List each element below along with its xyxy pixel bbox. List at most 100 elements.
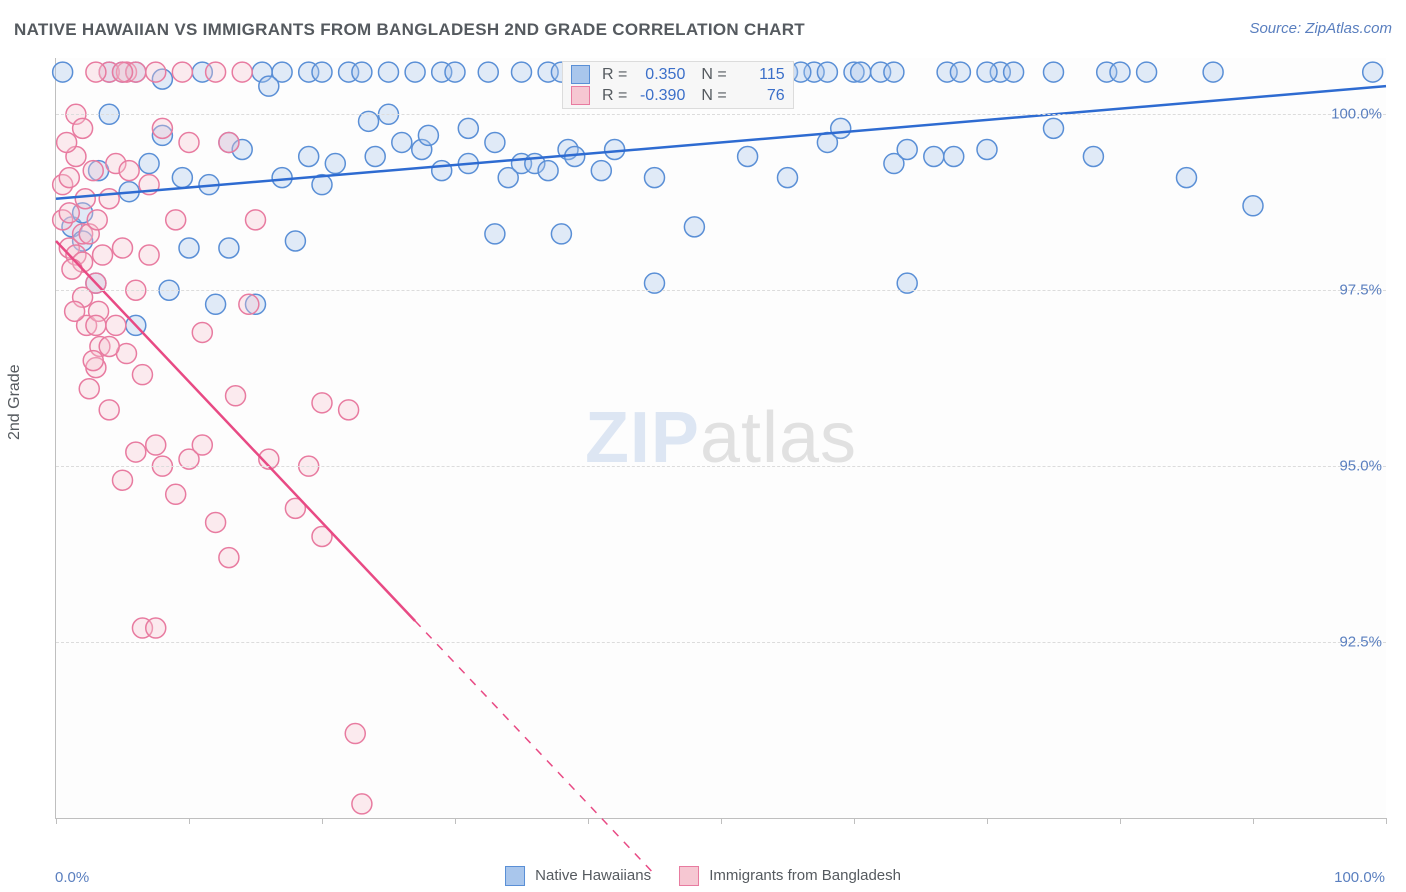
x-tick: [1253, 818, 1254, 824]
data-point: [139, 245, 159, 265]
x-tick: [721, 818, 722, 824]
data-point: [851, 62, 871, 82]
legend-item-series2: Immigrants from Bangladesh: [679, 866, 901, 886]
data-point: [246, 210, 266, 230]
data-point: [924, 147, 944, 167]
data-point: [299, 147, 319, 167]
data-point: [166, 484, 186, 504]
data-point: [106, 315, 126, 335]
data-point: [59, 203, 79, 223]
data-point: [166, 210, 186, 230]
legend-bottom: Native Hawaiians Immigrants from Banglad…: [505, 866, 901, 886]
data-point: [977, 62, 997, 82]
x-tick: [854, 818, 855, 824]
data-point: [113, 62, 133, 82]
data-point: [285, 231, 305, 251]
data-point: [192, 435, 212, 455]
data-point: [738, 147, 758, 167]
chart-plot-area: ZIPatlas R = 0.350 N = 115 R = -0.390 N …: [55, 58, 1386, 819]
data-point: [432, 161, 452, 181]
source-attribution: Source: ZipAtlas.com: [1249, 20, 1392, 37]
data-point: [57, 132, 77, 152]
x-tick: [1120, 818, 1121, 824]
x-tick: [588, 818, 589, 824]
data-point: [1243, 196, 1263, 216]
data-point: [418, 125, 438, 145]
data-point: [485, 132, 505, 152]
data-point: [152, 118, 172, 138]
data-point: [172, 62, 192, 82]
data-point: [113, 238, 133, 258]
data-point: [485, 224, 505, 244]
data-point: [645, 168, 665, 188]
data-point: [512, 62, 532, 82]
data-point: [977, 139, 997, 159]
data-point: [126, 442, 146, 462]
data-point: [379, 62, 399, 82]
gridline: [56, 290, 1386, 291]
y-axis-label: 2nd Grade: [6, 364, 24, 440]
data-point: [73, 118, 93, 138]
data-point: [146, 435, 166, 455]
data-point: [884, 62, 904, 82]
x-tick: [455, 818, 456, 824]
y-tick-label: 95.0%: [1339, 458, 1382, 475]
gridline: [56, 466, 1386, 467]
data-point: [478, 62, 498, 82]
data-point: [75, 189, 95, 209]
data-point: [239, 294, 259, 314]
data-point: [684, 217, 704, 237]
stats-row-series2: R = -0.390 N = 76: [563, 85, 793, 106]
data-point: [83, 351, 103, 371]
data-point: [1110, 62, 1130, 82]
data-point: [226, 386, 246, 406]
data-point: [146, 618, 166, 638]
swatch-series1-icon: [571, 65, 590, 84]
data-point: [272, 168, 292, 188]
data-point: [192, 322, 212, 342]
stats-row-series1: R = 0.350 N = 115: [563, 64, 793, 85]
data-point: [86, 62, 106, 82]
stats-legend-box: R = 0.350 N = 115 R = -0.390 N = 76: [562, 61, 794, 109]
data-point: [312, 393, 332, 413]
data-point: [113, 470, 133, 490]
x-tick: [189, 818, 190, 824]
data-point: [65, 301, 85, 321]
data-point: [1083, 147, 1103, 167]
data-point: [458, 118, 478, 138]
data-point: [219, 132, 239, 152]
data-point: [53, 62, 73, 82]
data-point: [232, 62, 252, 82]
x-axis-max-label: 100.0%: [1334, 869, 1385, 886]
data-point: [259, 76, 279, 96]
data-point: [405, 62, 425, 82]
swatch-series2-icon: [571, 86, 590, 105]
data-point: [817, 62, 837, 82]
legend-swatch-series2-icon: [679, 866, 699, 886]
legend-item-series1: Native Hawaiians: [505, 866, 651, 886]
data-point: [206, 512, 226, 532]
data-point: [219, 238, 239, 258]
data-point: [79, 379, 99, 399]
y-tick-label: 92.5%: [1339, 634, 1382, 651]
data-point: [551, 224, 571, 244]
data-point: [944, 147, 964, 167]
data-point: [312, 62, 332, 82]
data-point: [1363, 62, 1383, 82]
data-point: [791, 62, 811, 82]
data-point: [445, 62, 465, 82]
data-point: [99, 400, 119, 420]
data-point: [99, 337, 119, 357]
x-tick: [56, 818, 57, 824]
data-point: [99, 189, 119, 209]
data-point: [538, 161, 558, 181]
data-point: [119, 161, 139, 181]
data-point: [1044, 62, 1064, 82]
data-point: [339, 400, 359, 420]
data-point: [352, 62, 372, 82]
legend-swatch-series1-icon: [505, 866, 525, 886]
data-point: [86, 315, 106, 335]
data-point: [59, 168, 79, 188]
y-tick-label: 97.5%: [1339, 282, 1382, 299]
x-tick: [322, 818, 323, 824]
